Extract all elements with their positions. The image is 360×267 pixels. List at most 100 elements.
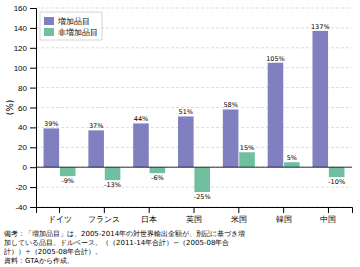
data-label: 15% — [240, 144, 254, 152]
y-tick: 100 — [14, 64, 36, 73]
y-tick-mark — [30, 147, 36, 148]
x-tick-mark — [194, 207, 195, 213]
notes: 備考：「増加品目」は、2005-2014年の対世界輸出金額が、別記に基づき増加し… — [4, 229, 245, 265]
x-tick: ドイツ — [48, 207, 72, 224]
bar — [268, 63, 284, 167]
bar — [88, 130, 104, 167]
grid-line — [36, 67, 352, 68]
x-tick-label: ドイツ — [48, 215, 72, 224]
grid-line — [36, 87, 352, 88]
x-tick: 英国 — [186, 207, 202, 224]
data-label: 44% — [134, 115, 148, 123]
y-tick-mark — [30, 48, 36, 49]
x-tick: 米国 — [231, 207, 247, 224]
y-tick-label: 40 — [18, 123, 27, 132]
x-tick-label: 中国 — [320, 215, 336, 224]
y-axis-title: (%) — [5, 100, 15, 116]
data-labels: 39%37%44%51%58%105%137%-9%-13%-6%-25%15%… — [44, 23, 345, 201]
grid-line — [36, 47, 352, 48]
data-label: 105% — [266, 55, 285, 63]
y-tick: 0 — [23, 163, 36, 172]
data-label: -10% — [328, 178, 345, 186]
x-tick: 中国 — [320, 207, 336, 224]
plot: -40 -20 0 20 40 60 80 100 120 140 160 ドイツ フランス 日本 英国 米国… — [14, 4, 353, 224]
x-tick-mark — [59, 207, 60, 213]
y-tick: 20 — [18, 143, 36, 152]
x-tick-mark — [238, 207, 239, 213]
x-tick-mark — [283, 207, 284, 213]
y-tick-label: 0 — [23, 163, 28, 172]
y-tick-mark — [30, 207, 36, 208]
legend-frame — [40, 12, 102, 40]
x-tick-label: 英国 — [186, 215, 202, 224]
y-tick-mark — [30, 167, 36, 168]
bar — [60, 167, 76, 176]
y-tick: 60 — [18, 104, 36, 113]
y-tick: 120 — [14, 44, 36, 53]
legend-label: 増加品目 — [57, 17, 90, 26]
data-label: -9% — [61, 177, 74, 185]
data-label: 37% — [89, 122, 103, 130]
x-tick: フランス — [88, 207, 120, 224]
x-tick-mark — [149, 207, 150, 213]
chart: -40 -20 0 20 40 60 80 100 120 140 160 ドイツ フランス 日本 英国 米国… — [0, 0, 360, 267]
legend-swatch — [44, 17, 54, 25]
y-tick-label: 160 — [14, 4, 28, 13]
x-tick-mark — [104, 207, 105, 213]
y-tick: -40 — [15, 203, 36, 212]
y-tick: -20 — [15, 183, 36, 192]
bar — [178, 116, 194, 167]
note: 計））÷（2005-08年合計）。 — [4, 248, 102, 256]
bar — [194, 167, 210, 192]
y-axis: -40 -20 0 20 40 60 80 100 120 140 160 — [14, 4, 37, 212]
y-tick: 160 — [14, 4, 36, 13]
x-axis: ドイツ フランス 日本 英国 米国 韓国 中国 — [37, 207, 353, 224]
x-tick-mark — [328, 207, 329, 213]
data-label: -13% — [104, 181, 121, 189]
y-tick-mark — [30, 108, 36, 109]
y-tick-label: 60 — [18, 104, 27, 113]
data-label: 5% — [287, 154, 297, 162]
x-axis-line — [37, 208, 353, 214]
data-label: -25% — [194, 193, 211, 201]
grid-line — [36, 167, 352, 168]
data-label: 51% — [179, 108, 193, 116]
y-tick-mark — [30, 88, 36, 89]
y-axis-line — [30, 9, 37, 208]
x-tick: 日本 — [141, 207, 157, 224]
x-tick: 韓国 — [276, 207, 292, 224]
x-tick-label: 韓国 — [276, 215, 292, 224]
bar — [44, 128, 60, 167]
y-tick-label: 100 — [14, 64, 28, 73]
bar-series — [44, 31, 329, 167]
bar — [312, 31, 328, 167]
y-tick-label: 80 — [18, 84, 27, 93]
note: 備考：「増加品目」は、2005-2014年の対世界輸出金額が、別記に基づき増 — [4, 229, 245, 238]
legend-label: 非増加品目 — [58, 28, 98, 37]
grid-line — [36, 147, 352, 148]
bar-series — [60, 152, 345, 192]
legend-item: 増加品目 — [44, 17, 90, 26]
bar — [223, 109, 239, 167]
y-tick-mark — [30, 28, 36, 29]
legend-item: 非増加品目 — [44, 28, 98, 37]
data-label: 39% — [44, 120, 58, 128]
y-tick-label: 140 — [14, 24, 28, 33]
y-tick: 80 — [18, 84, 36, 93]
grid-line — [36, 107, 352, 108]
bar — [329, 167, 345, 177]
legend-swatch — [44, 28, 54, 36]
y-tick-label: 20 — [18, 143, 27, 152]
bar — [150, 167, 166, 173]
bar — [284, 162, 300, 167]
grid-line — [36, 8, 352, 9]
data-label: -6% — [151, 174, 164, 182]
bar — [133, 123, 149, 167]
zero-line — [36, 167, 352, 168]
x-tick-label: 米国 — [231, 215, 247, 224]
y-tick-mark — [30, 8, 36, 9]
note: 資料：GTAから作成。 — [4, 257, 74, 265]
note: 加している品目。ドルベース。（（2011-14年合計）−（2005-08年合 — [4, 239, 229, 247]
y-tick-mark — [30, 68, 36, 69]
y-tick-mark — [30, 127, 36, 128]
